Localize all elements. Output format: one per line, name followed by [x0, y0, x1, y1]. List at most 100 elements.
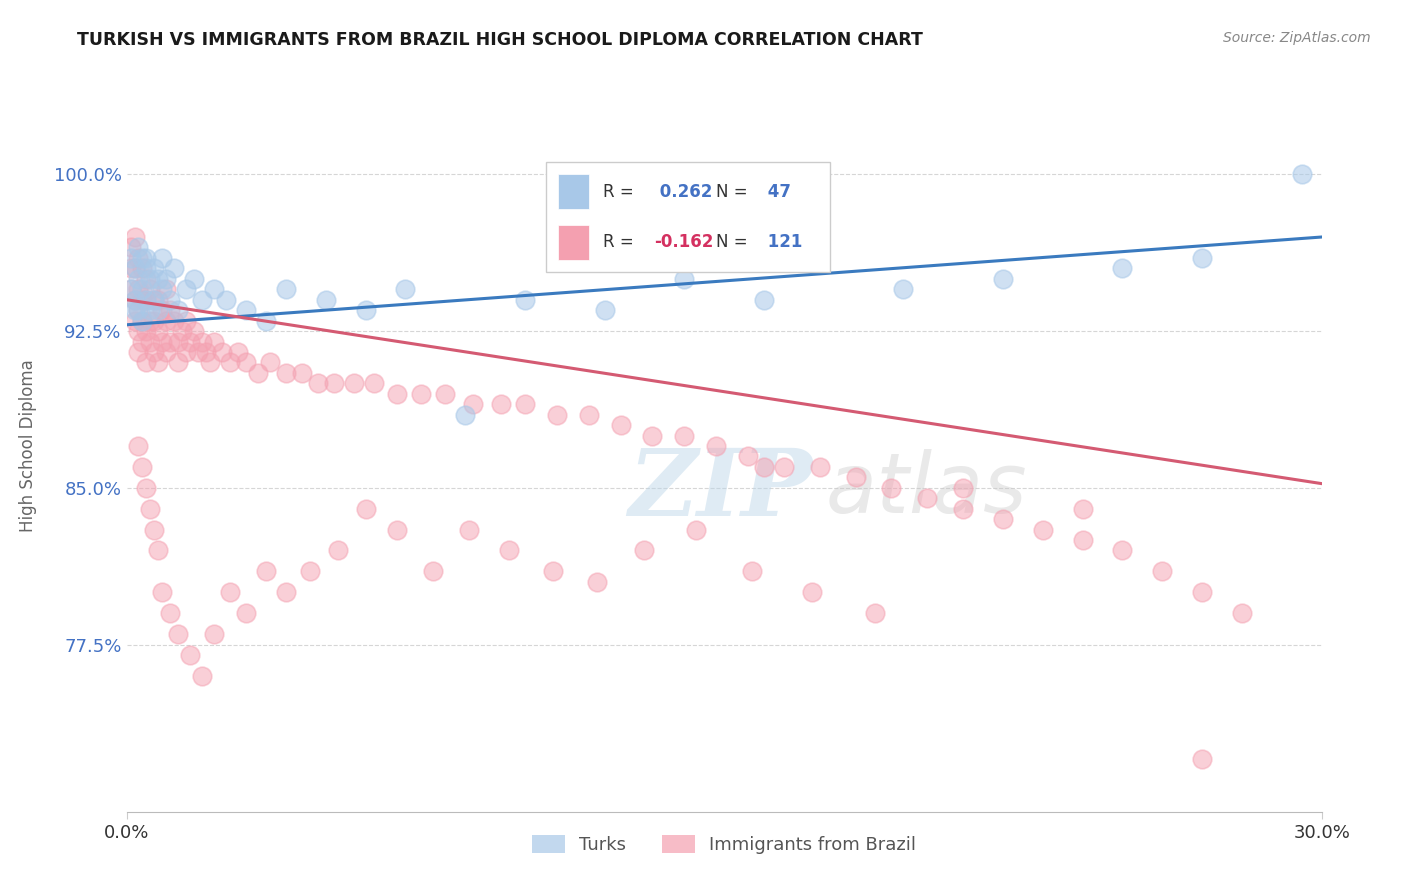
Point	[127, 282, 149, 296]
Point	[274, 366, 297, 380]
Point	[752, 459, 775, 474]
Point	[143, 293, 166, 307]
Point	[174, 313, 197, 327]
Text: TURKISH VS IMMIGRANTS FROM BRAZIL HIGH SCHOOL DIPLOMA CORRELATION CHART: TURKISH VS IMMIGRANTS FROM BRAZIL HIGH S…	[77, 31, 924, 49]
Point	[135, 481, 157, 495]
Point	[155, 282, 177, 296]
Point	[641, 428, 664, 442]
Point	[120, 282, 142, 296]
Point	[422, 565, 444, 579]
Point	[808, 459, 831, 474]
Point	[159, 334, 181, 349]
Point	[585, 574, 607, 589]
Point	[150, 585, 174, 599]
Point	[135, 293, 157, 307]
Point	[326, 543, 349, 558]
Point	[1230, 606, 1253, 620]
Point	[1191, 752, 1213, 766]
Point	[139, 272, 162, 286]
Point	[127, 324, 149, 338]
Point	[363, 376, 385, 391]
Point	[226, 345, 249, 359]
Point	[1111, 543, 1133, 558]
Point	[143, 313, 166, 327]
Point	[124, 261, 146, 276]
Point	[131, 282, 153, 296]
Text: R =: R =	[603, 233, 634, 252]
Point	[513, 397, 536, 411]
Point	[458, 523, 481, 537]
Point	[135, 251, 157, 265]
Text: -0.162: -0.162	[654, 233, 713, 252]
Point	[195, 345, 218, 359]
Point	[202, 282, 225, 296]
Text: 0.262: 0.262	[654, 183, 713, 201]
Point	[150, 282, 174, 296]
Point	[131, 313, 153, 327]
Point	[124, 293, 146, 307]
Point	[127, 439, 149, 453]
Point	[120, 282, 142, 296]
Point	[498, 543, 520, 558]
Point	[1191, 585, 1213, 599]
Point	[741, 565, 763, 579]
Point	[387, 523, 409, 537]
Point	[148, 355, 170, 369]
Point	[673, 272, 696, 286]
Point	[174, 282, 197, 296]
Point	[127, 345, 149, 359]
Point	[609, 418, 631, 433]
Point	[1291, 167, 1313, 181]
Text: Source: ZipAtlas.com: Source: ZipAtlas.com	[1223, 31, 1371, 45]
FancyBboxPatch shape	[546, 162, 830, 272]
Point	[159, 606, 181, 620]
Point	[219, 585, 242, 599]
Point	[135, 355, 157, 369]
Point	[235, 355, 257, 369]
Point	[139, 282, 162, 296]
Point	[865, 606, 887, 620]
Point	[673, 428, 696, 442]
Point	[202, 334, 225, 349]
Point	[454, 408, 477, 422]
Point	[139, 313, 162, 327]
Point	[143, 261, 166, 276]
Point	[1071, 501, 1094, 516]
Text: N =: N =	[716, 183, 748, 201]
Point	[155, 272, 177, 286]
Point	[274, 585, 297, 599]
Point	[127, 251, 149, 265]
Point	[155, 313, 177, 327]
Point	[124, 293, 146, 307]
Point	[773, 459, 796, 474]
Point	[131, 251, 153, 265]
Point	[254, 313, 277, 327]
Point	[191, 293, 214, 307]
Point	[131, 261, 153, 276]
Text: ZIP: ZIP	[628, 445, 813, 535]
Point	[219, 355, 242, 369]
Point	[139, 334, 162, 349]
Point	[254, 565, 277, 579]
Point	[235, 303, 257, 318]
Point	[127, 303, 149, 318]
Point	[1191, 251, 1213, 265]
Point	[215, 293, 238, 307]
Point	[546, 408, 568, 422]
Point	[1111, 261, 1133, 276]
Point	[183, 324, 205, 338]
Point	[844, 470, 866, 484]
Point	[167, 355, 190, 369]
Text: 47: 47	[762, 183, 790, 201]
Point	[411, 386, 433, 401]
Y-axis label: High School Diploma: High School Diploma	[20, 359, 37, 533]
Point	[737, 450, 759, 464]
Point	[952, 501, 974, 516]
Point	[235, 606, 257, 620]
Point	[174, 345, 197, 359]
Point	[120, 261, 142, 276]
Point	[135, 272, 157, 286]
Point	[322, 376, 344, 391]
Point	[593, 303, 616, 318]
FancyBboxPatch shape	[558, 225, 589, 260]
